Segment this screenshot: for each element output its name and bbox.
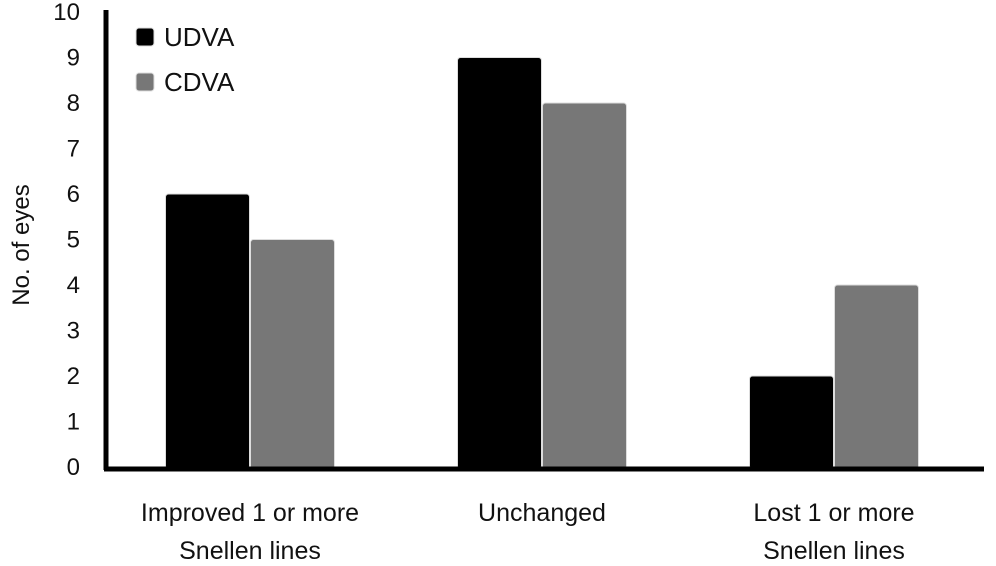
legend-label-udva: UDVA bbox=[164, 22, 235, 52]
y-tick-label: 4 bbox=[67, 272, 80, 299]
x-category-label: Lost 1 or more bbox=[753, 499, 914, 527]
y-tick-label: 1 bbox=[67, 409, 80, 436]
x-category-label: Snellen lines bbox=[179, 537, 321, 565]
bar-udva-1 bbox=[457, 57, 542, 470]
bar-cdva-1 bbox=[542, 102, 627, 470]
y-tick-label: 6 bbox=[67, 181, 80, 208]
legend-label-cdva: CDVA bbox=[164, 67, 235, 97]
y-tick-label: 7 bbox=[67, 136, 80, 163]
y-tick-label: 3 bbox=[67, 318, 80, 345]
axes-group bbox=[103, 10, 984, 472]
y-tick-label: 10 bbox=[53, 0, 80, 26]
x-category-label: Unchanged bbox=[478, 499, 606, 527]
legend-swatch-cdva bbox=[135, 72, 155, 92]
y-tick-labels: 0 1 2 3 4 5 6 7 8 9 10 bbox=[53, 0, 80, 481]
legend-swatch-udva bbox=[135, 27, 155, 47]
legend: UDVA CDVA bbox=[135, 22, 235, 97]
y-tick-label: 2 bbox=[67, 363, 80, 390]
x-category-label: Snellen lines bbox=[763, 537, 905, 565]
y-axis-title: No. of eyes bbox=[8, 184, 35, 305]
y-tick-label: 0 bbox=[67, 454, 80, 481]
bar-udva-0 bbox=[165, 193, 250, 470]
bar-cdva-2 bbox=[834, 284, 919, 470]
y-tick-label: 8 bbox=[67, 90, 80, 117]
x-category-labels: Improved 1 or more Snellen lines Unchanged… bbox=[141, 499, 915, 565]
y-tick-label: 9 bbox=[67, 45, 80, 72]
bars-group bbox=[165, 57, 919, 470]
bar-udva-2 bbox=[749, 375, 834, 470]
bar-cdva-0 bbox=[250, 239, 335, 470]
y-tick-label: 5 bbox=[67, 227, 80, 254]
x-category-label: Improved 1 or more bbox=[141, 499, 359, 527]
